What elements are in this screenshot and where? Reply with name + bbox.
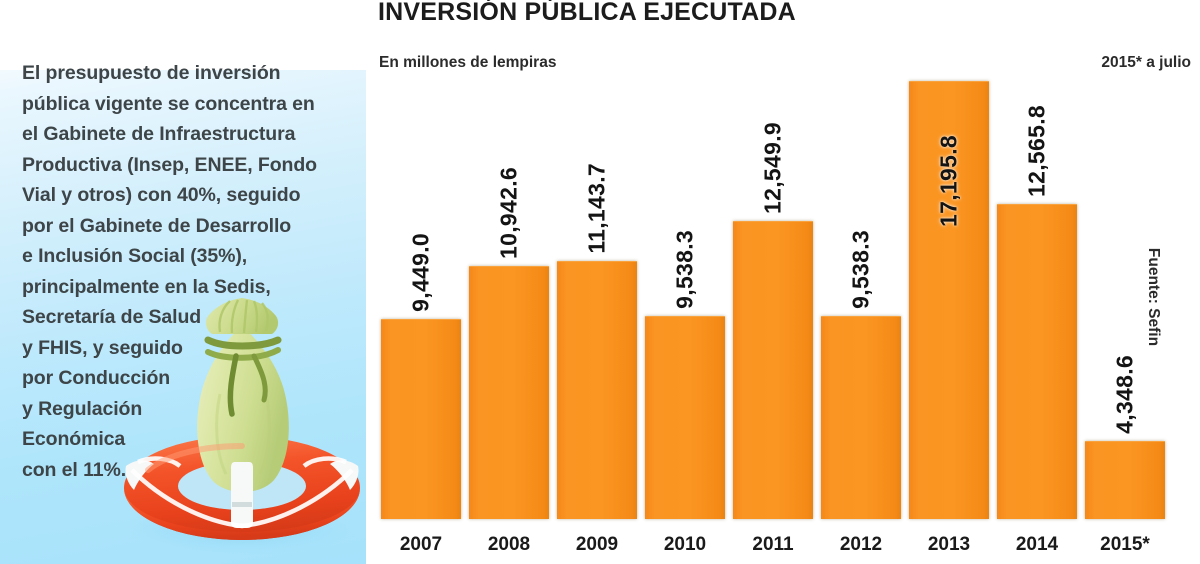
bar-2013[interactable]	[909, 81, 989, 519]
bar-value-label-2008: 10,942.6	[495, 167, 522, 259]
bar-2015star[interactable]	[1085, 441, 1165, 519]
x-axis-label-2011: 2011	[752, 534, 794, 555]
bar-group-2008[interactable]: 10,942.6 2008	[469, 0, 549, 564]
bar-value-label-2015star: 4,348.6	[1111, 355, 1138, 434]
money-bag-ruffle-pleats	[218, 299, 269, 334]
money-bag-cord-tail-left	[227, 353, 239, 417]
money-bag	[197, 298, 289, 492]
money-bag-cord-lower	[205, 347, 281, 361]
bar-2014[interactable]	[997, 204, 1077, 519]
page-title: INVERSIÓN PÚBLICA EJECUTADA	[378, 0, 796, 26]
bar-value-label-2012: 9,538.3	[847, 230, 874, 309]
x-axis-label-2015star: 2015*	[1100, 534, 1150, 555]
chart-footnote-note: 2015* a julio	[1101, 54, 1191, 71]
bar-value-label-2013: 17,195.8	[935, 135, 962, 227]
bar-group-2010[interactable]: 9,538.3 2010	[645, 0, 725, 564]
money-bag-cord-upper	[204, 336, 282, 350]
x-axis-label-2014: 2014	[1015, 534, 1059, 555]
x-axis-label-2010: 2010	[663, 534, 707, 555]
money-bag-cord-tail-right	[251, 353, 268, 403]
x-axis-label-2008: 2008	[487, 534, 531, 555]
bar-value-label-2009: 11,143.7	[583, 163, 610, 254]
bar-group-2009[interactable]: 11,143.7 2009	[557, 0, 637, 564]
x-axis-label-2007: 2007	[399, 534, 443, 555]
lifesaver-highlight	[145, 443, 245, 473]
bar-group-2015star[interactable]: 4,348.6 2015*	[1085, 0, 1165, 564]
bar-group-2013[interactable]: 17,195.8 2013	[909, 0, 989, 564]
bar-group-2011[interactable]: 12,549.9 2011	[733, 0, 813, 564]
bar-value-label-2014: 12,565.8	[1023, 105, 1050, 197]
bar-2008[interactable]	[469, 266, 549, 519]
bar-chart-plot-area: 9,449.0 2007 10,942.6 2008 11,143.7 2009 9,538…	[378, 0, 1168, 564]
lifesaver-ring-front	[124, 488, 360, 540]
sidebar-top-spacer	[0, 34, 366, 70]
bar-group-2007[interactable]: 9,449.0 2007	[381, 0, 461, 564]
bar-group-2014[interactable]: 12,565.8 2014	[997, 0, 1077, 564]
bar-value-label-2007: 9,449.0	[407, 233, 434, 312]
bar-2007[interactable]	[381, 319, 461, 519]
bar-2012[interactable]	[821, 316, 901, 519]
sidebar-body-text: El presupuesto de inversión pública vige…	[22, 62, 317, 481]
bar-value-label-2010: 9,538.3	[671, 230, 698, 309]
bar-group-2012[interactable]: 9,538.3 2012	[821, 0, 901, 564]
x-axis-label-2012: 2012	[839, 534, 883, 555]
chart-units-subtitle: En millones de lempiras	[379, 54, 557, 71]
bar-2011[interactable]	[733, 221, 813, 519]
x-axis-label-2013: 2013	[927, 534, 971, 555]
money-bag-on-lifesaver-illustration	[108, 290, 376, 564]
x-axis-label-2009: 2009	[575, 534, 619, 555]
money-bag-fold-left	[215, 393, 228, 475]
bar-2010[interactable]	[645, 316, 725, 519]
money-bag-fold-right	[258, 393, 271, 475]
bar-value-label-2011: 12,549.9	[759, 122, 786, 214]
bar-2009[interactable]	[557, 261, 637, 519]
